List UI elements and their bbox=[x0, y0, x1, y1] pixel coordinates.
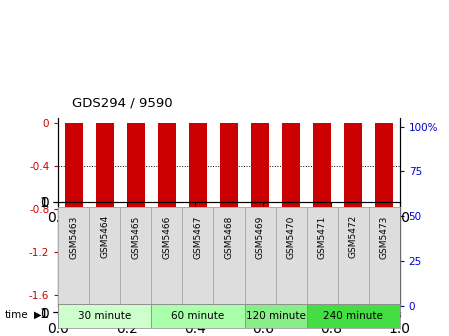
Bar bbox=[285, 249, 297, 254]
Bar bbox=[245, 304, 307, 328]
Text: GSM5463: GSM5463 bbox=[70, 215, 79, 259]
Bar bbox=[161, 247, 173, 252]
Bar bbox=[251, 123, 269, 297]
Bar bbox=[254, 245, 266, 250]
Bar bbox=[65, 123, 83, 297]
Text: GSM5466: GSM5466 bbox=[163, 215, 172, 259]
Text: GSM5465: GSM5465 bbox=[132, 215, 141, 259]
Text: GSM5473: GSM5473 bbox=[379, 215, 388, 259]
Bar bbox=[307, 304, 400, 328]
Text: GDS294 / 9590: GDS294 / 9590 bbox=[72, 96, 172, 109]
Text: time: time bbox=[4, 310, 28, 320]
Text: GSM5468: GSM5468 bbox=[224, 215, 233, 259]
Bar bbox=[189, 123, 207, 295]
Text: GSM5467: GSM5467 bbox=[194, 215, 202, 259]
Text: 120 minute: 120 minute bbox=[246, 311, 305, 321]
Bar bbox=[347, 300, 359, 304]
Text: GSM5464: GSM5464 bbox=[101, 215, 110, 258]
Bar bbox=[151, 304, 245, 328]
Bar bbox=[127, 123, 145, 297]
Text: ▶: ▶ bbox=[34, 310, 41, 320]
Bar bbox=[223, 300, 235, 304]
Text: 30 minute: 30 minute bbox=[78, 311, 132, 321]
Bar bbox=[68, 245, 80, 250]
Bar bbox=[220, 123, 238, 292]
Bar bbox=[375, 123, 393, 297]
Bar bbox=[192, 300, 204, 304]
Bar bbox=[158, 123, 176, 297]
Bar bbox=[378, 251, 390, 255]
Bar bbox=[282, 123, 300, 297]
Text: 60 minute: 60 minute bbox=[172, 311, 224, 321]
Bar bbox=[130, 245, 142, 250]
Bar bbox=[344, 123, 362, 254]
Bar bbox=[96, 123, 114, 290]
Bar bbox=[99, 245, 111, 250]
Text: GSM5470: GSM5470 bbox=[286, 215, 295, 259]
Bar bbox=[58, 304, 151, 328]
Text: GSM5471: GSM5471 bbox=[317, 215, 326, 259]
Bar bbox=[313, 123, 331, 297]
Text: GSM5472: GSM5472 bbox=[348, 215, 357, 258]
Text: 240 minute: 240 minute bbox=[323, 311, 383, 321]
Text: GSM5469: GSM5469 bbox=[255, 215, 264, 259]
Bar bbox=[316, 247, 328, 252]
